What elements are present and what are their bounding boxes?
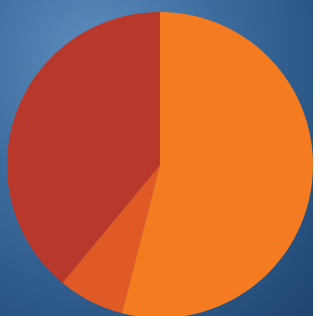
page: {"chart_data": {"type": "pie", "values":…: [0, 0, 313, 316]
chart: [0, 0, 313, 316]
